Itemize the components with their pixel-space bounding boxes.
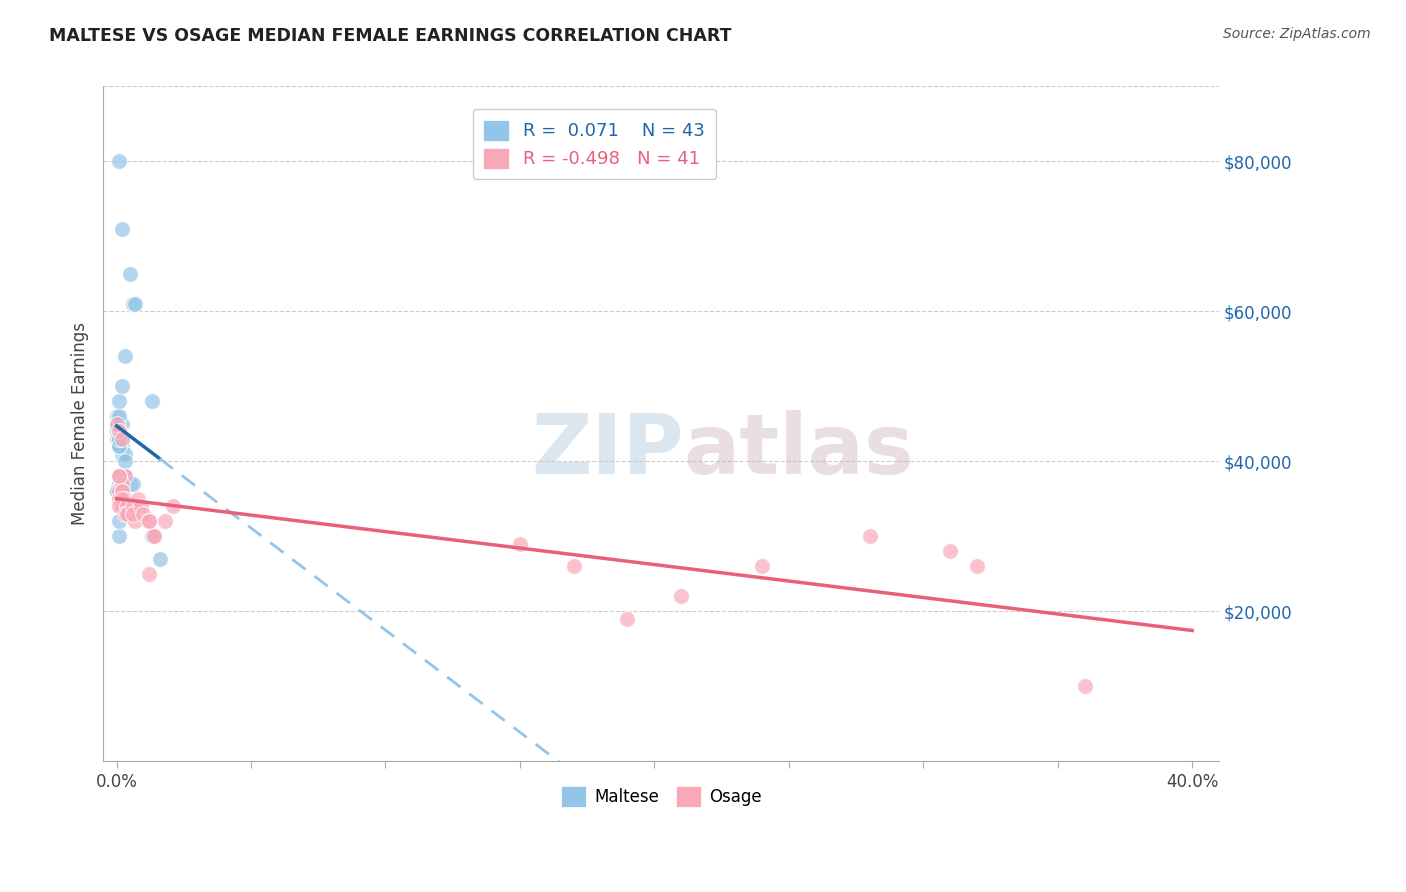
- Point: [108, 439, 131, 453]
- Point: [111, 379, 134, 393]
- Point: [117, 499, 139, 513]
- Text: MALTESE VS OSAGE MEDIAN FEMALE EARNINGS CORRELATION CHART: MALTESE VS OSAGE MEDIAN FEMALE EARNINGS …: [49, 27, 731, 45]
- Point: [121, 297, 143, 311]
- Point: [108, 469, 131, 483]
- Legend: Maltese, Osage: Maltese, Osage: [554, 780, 768, 814]
- Point: [138, 566, 160, 581]
- Point: [939, 544, 962, 558]
- Point: [114, 491, 136, 506]
- Point: [114, 349, 136, 363]
- Point: [117, 507, 139, 521]
- Point: [966, 559, 988, 574]
- Point: [105, 484, 128, 499]
- Point: [108, 432, 131, 446]
- Point: [118, 267, 141, 281]
- Point: [509, 536, 531, 550]
- Text: atlas: atlas: [683, 410, 914, 491]
- Point: [111, 491, 134, 506]
- Point: [162, 499, 184, 513]
- Point: [562, 559, 585, 574]
- Point: [616, 612, 638, 626]
- Point: [132, 507, 155, 521]
- Point: [124, 297, 146, 311]
- Text: ZIP: ZIP: [531, 410, 683, 491]
- Point: [111, 432, 134, 446]
- Point: [108, 439, 131, 453]
- Point: [143, 529, 166, 543]
- Point: [111, 499, 134, 513]
- Point: [129, 499, 152, 513]
- Point: [108, 154, 131, 169]
- Point: [111, 476, 134, 491]
- Point: [121, 499, 143, 513]
- Point: [108, 439, 131, 453]
- Point: [124, 514, 146, 528]
- Point: [138, 514, 160, 528]
- Point: [108, 484, 131, 499]
- Point: [108, 424, 131, 438]
- Y-axis label: Median Female Earnings: Median Female Earnings: [72, 322, 89, 525]
- Point: [114, 469, 136, 483]
- Point: [1073, 679, 1095, 693]
- Point: [108, 469, 131, 483]
- Point: [108, 476, 131, 491]
- Point: [149, 551, 172, 566]
- Point: [143, 529, 166, 543]
- Point: [108, 394, 131, 409]
- Point: [108, 432, 131, 446]
- Point: [108, 499, 131, 513]
- Point: [114, 507, 136, 521]
- Point: [118, 476, 141, 491]
- Point: [105, 432, 128, 446]
- Point: [121, 476, 143, 491]
- Point: [141, 394, 163, 409]
- Point: [153, 514, 176, 528]
- Point: [108, 529, 131, 543]
- Point: [108, 424, 131, 438]
- Point: [111, 417, 134, 431]
- Point: [111, 476, 134, 491]
- Point: [108, 439, 131, 453]
- Point: [105, 417, 128, 431]
- Point: [114, 469, 136, 483]
- Point: [117, 507, 139, 521]
- Point: [751, 559, 773, 574]
- Point: [111, 439, 134, 453]
- Text: Source: ZipAtlas.com: Source: ZipAtlas.com: [1223, 27, 1371, 41]
- Point: [108, 409, 131, 424]
- Point: [138, 514, 160, 528]
- Point: [671, 589, 693, 603]
- Point: [121, 507, 143, 521]
- Point: [114, 447, 136, 461]
- Point: [108, 432, 131, 446]
- Point: [111, 499, 134, 513]
- Point: [105, 484, 128, 499]
- Point: [858, 529, 880, 543]
- Point: [127, 491, 149, 506]
- Point: [111, 484, 134, 499]
- Point: [108, 424, 131, 438]
- Point: [108, 491, 131, 506]
- Point: [108, 432, 131, 446]
- Point: [111, 484, 134, 499]
- Point: [105, 424, 128, 438]
- Point: [108, 469, 131, 483]
- Point: [105, 409, 128, 424]
- Point: [111, 447, 134, 461]
- Point: [114, 454, 136, 468]
- Point: [111, 222, 134, 236]
- Point: [105, 417, 128, 431]
- Point: [108, 514, 131, 528]
- Point: [141, 529, 163, 543]
- Point: [111, 432, 134, 446]
